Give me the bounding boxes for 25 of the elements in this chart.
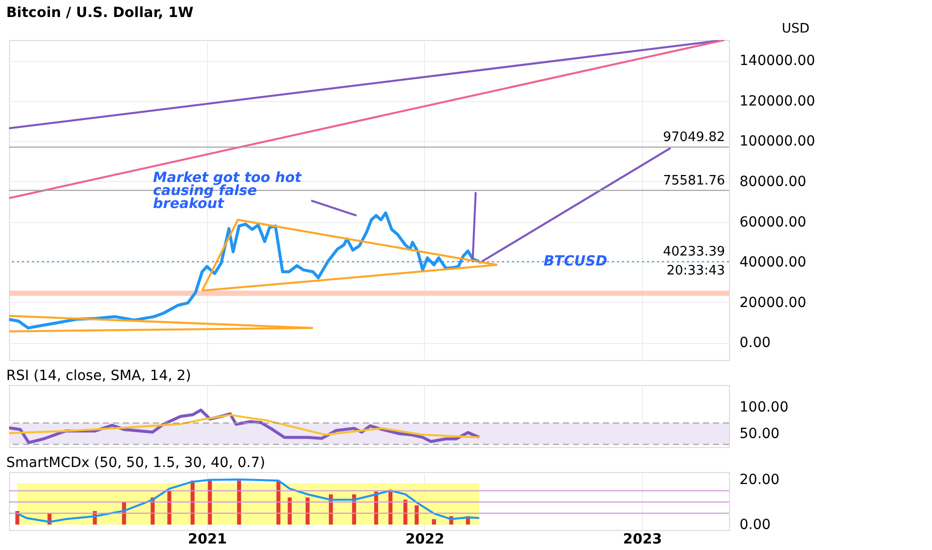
ref-line-label: 97049.82 [662,130,725,146]
y-tick-label: 140000.00 [740,53,816,70]
ref-line-label: 40233.39 [662,244,725,260]
y-tick-label: 60000.00 [740,214,806,230]
y-tick-label: 20.00 [740,472,780,488]
x-tick-label: 2022 [405,532,444,548]
y-tick-label: 0.00 [740,335,771,352]
annotation: 20:33:43 [666,264,725,279]
chart-title: Bitcoin / U.S. Dollar, 1W [6,5,194,21]
y-tick-label: 120000.00 [740,93,816,110]
x-tick-label: 2023 [622,532,662,548]
y-tick-label: 20000.00 [740,294,806,311]
chart-title: SmartMCDx (50, 50, 1.5, 30, 40, 0.7) [6,455,266,471]
annotation: BTCUSD [544,254,608,270]
chart-title: RSI (14, close, SMA, 14, 2) [6,368,192,384]
y-tick-label: 80000.00 [740,174,806,190]
y-tick-label: 0.00 [740,517,771,534]
y-tick-label: 100000.00 [740,134,816,150]
y-tick-label: 40000.00 [740,254,806,271]
y-tick-label: 100.00 [740,399,788,416]
y-axis-title: USD [782,22,810,36]
y-tick-label: 50.00 [740,426,780,442]
annotation: Market got too hot causing false breakout [153,170,303,212]
x-tick-label: 2021 [188,532,227,548]
ref-line-label: 75581.76 [662,173,725,188]
